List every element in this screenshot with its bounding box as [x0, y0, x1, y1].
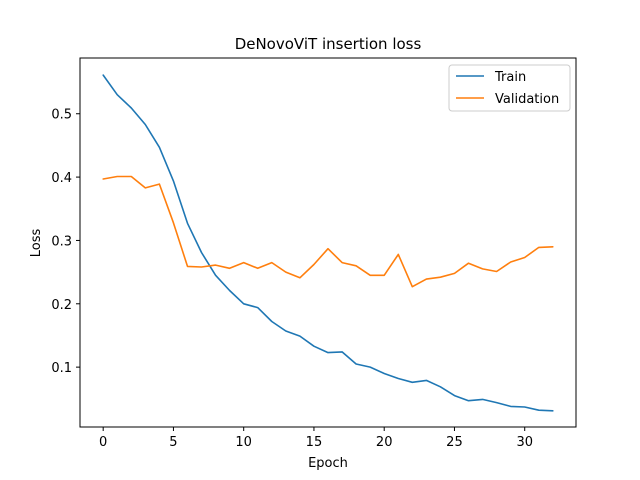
x-tick-label: 5: [169, 435, 177, 450]
chart-title: DeNovoViT insertion loss: [235, 35, 422, 53]
x-tick-label: 0: [99, 435, 107, 450]
y-tick-label: 0.2: [51, 298, 72, 313]
y-axis: 0.1 0.2 0.3 0.4 0.5: [51, 108, 80, 376]
legend-label-validation: Validation: [495, 92, 559, 107]
y-tick-label: 0.3: [51, 234, 72, 249]
y-tick-label: 0.5: [51, 108, 72, 123]
x-tick-label: 15: [306, 435, 323, 450]
series-line-train: [102, 74, 554, 412]
x-tick-label: 25: [446, 435, 463, 450]
x-axis-label: Epoch: [308, 456, 348, 471]
y-axis-label: Loss: [29, 229, 44, 258]
y-tick-label: 0.4: [51, 171, 72, 186]
plot-area: [102, 74, 554, 412]
x-axis: 0 5 10 15 20 25 30: [99, 427, 533, 450]
legend: Train Validation: [448, 64, 571, 112]
y-tick-label: 0.1: [51, 361, 72, 376]
legend-label-train: Train: [494, 70, 526, 85]
x-tick-label: 20: [376, 435, 393, 450]
x-tick-label: 30: [516, 435, 533, 450]
x-tick-label: 10: [235, 435, 252, 450]
series-line-validation: [102, 175, 554, 288]
axes-frame: [79, 57, 577, 428]
